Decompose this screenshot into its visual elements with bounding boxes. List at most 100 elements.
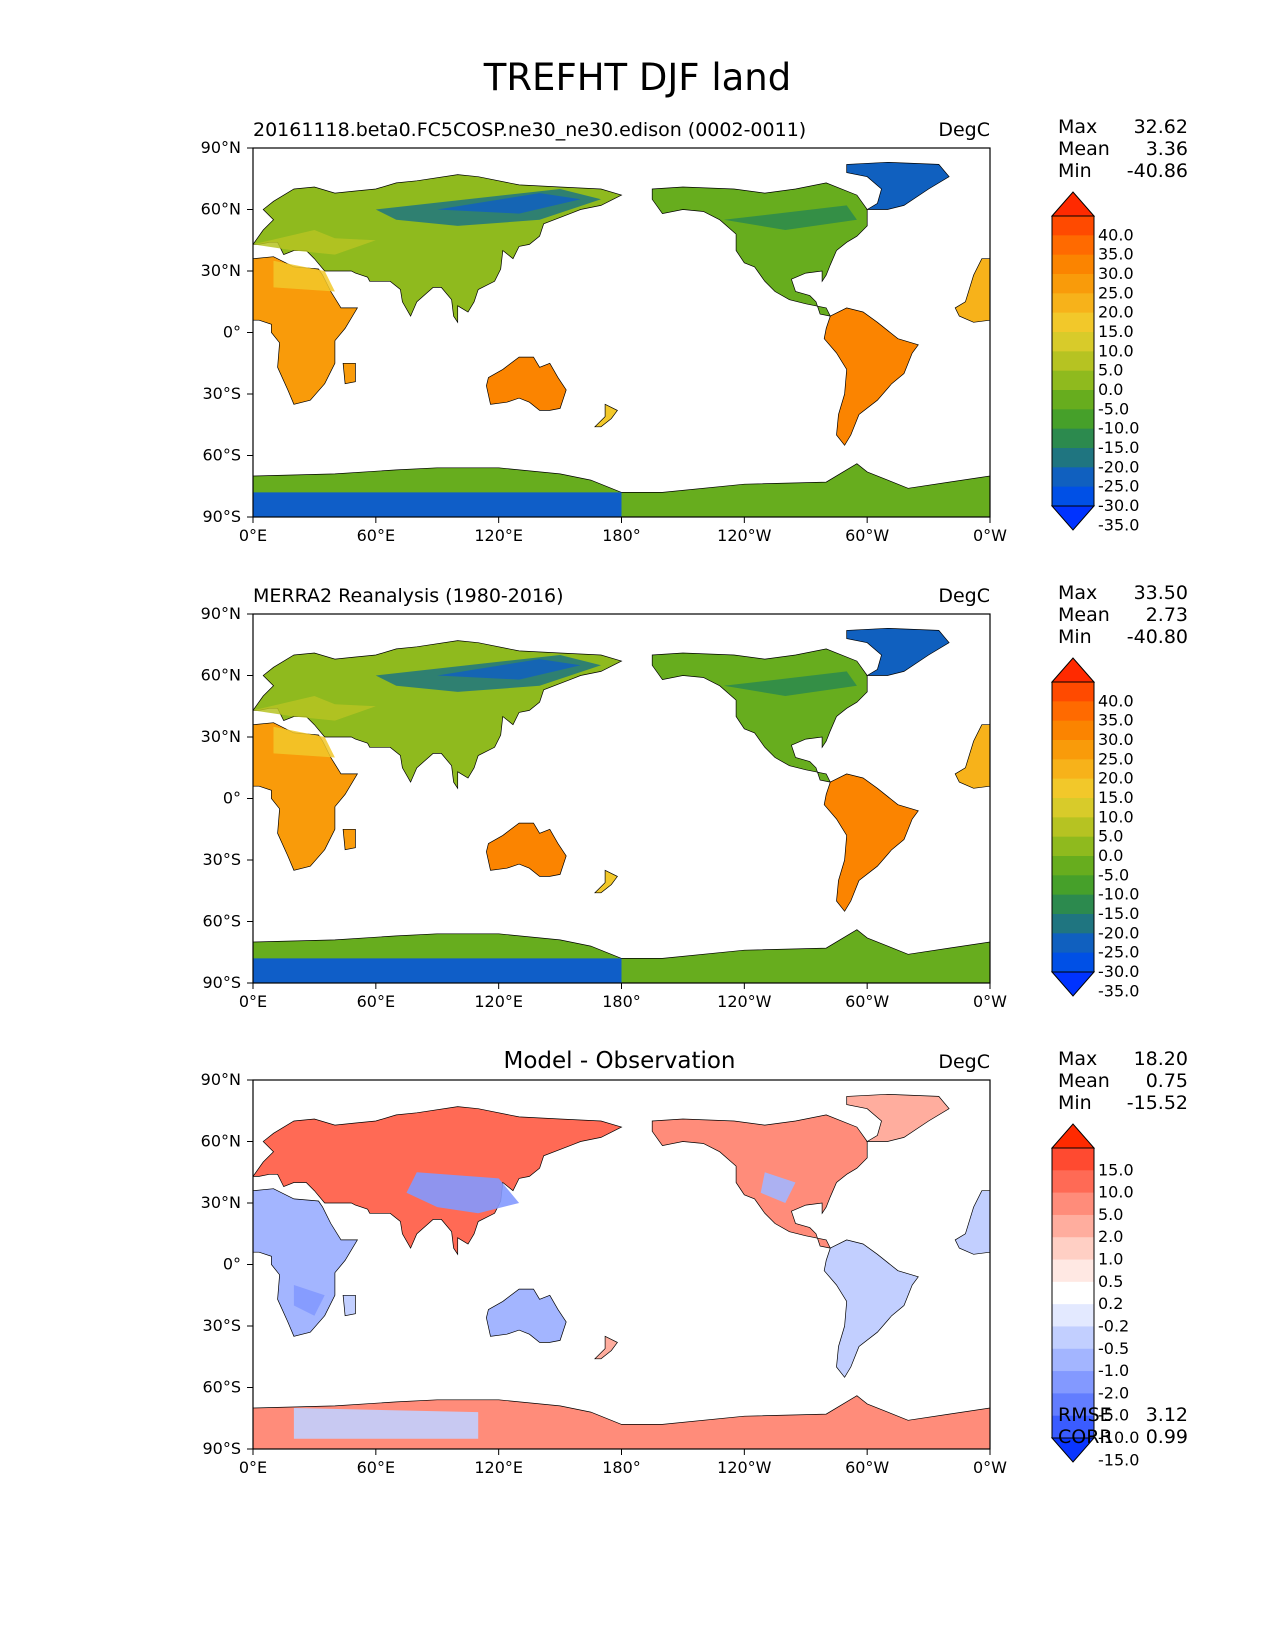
land-australia [486,1288,567,1343]
land-layer [253,161,990,517]
colorbar-segment [1052,428,1094,449]
colorbar: 15.0 10.0 5.0 2.0 1.0 0.5 0.2 -0.2 -0.5 -1.0 -2.0 -… [1050,1123,1139,1469]
x-tick-label: 60°E [357,1458,395,1477]
colorbar-segment [1052,856,1094,876]
colorbar-extend-bottom [1050,971,1096,997]
land-namerica [651,182,868,317]
colorbar-level-label: 5.0 [1098,827,1123,846]
colorbar-segment [1052,1348,1094,1372]
colorbar-level-label: -1.0 [1098,1361,1129,1380]
y-tick-label: 60°N [201,1132,241,1151]
x-tick-label: 60°E [357,992,395,1011]
colorbar-segment [1052,740,1094,760]
colorbar-level-label: 0.0 [1098,380,1123,399]
colorbar-level-label: -10.0 [1098,419,1139,438]
map-panel-3: 90°N 60°N 30°N 0° 30°S 60°S 90°S0°E 60°E 120°E 18… [201,1048,1140,1477]
colorbar-level-label: -15.0 [1098,904,1139,923]
stat-value: 32.62 [1133,116,1188,138]
shade-band [253,696,376,721]
x-tick-label: 0°W [973,992,1007,1011]
shade-band [723,205,857,230]
colorbar-segment [1052,1393,1094,1417]
colorbar-segment [1052,1281,1094,1305]
colorbar-segment [1052,1304,1094,1327]
y-tick-label: 30°S [202,850,241,869]
colorbar-segment [1052,952,1094,973]
colorbar-segment [1052,1415,1094,1439]
x-tick-label: 120°W [717,1458,772,1477]
land-greenland [846,161,950,210]
colorbar-level-label: -5.0 [1098,399,1129,418]
colorbar-level-label: -10.0 [1098,1428,1139,1447]
colorbar-level-label: 25.0 [1098,283,1134,302]
land-namerica [651,648,868,783]
figure-title: TREFHT DJF land [483,56,792,99]
y-tick-label: 60°N [201,200,241,219]
colorbar-segment [1052,409,1094,430]
y-tick-label: 30°S [202,1316,241,1335]
y-tick-label: 0° [223,1255,241,1274]
y-tick-label: 60°N [201,666,241,685]
colorbar-frame [1051,1147,1095,1439]
y-tick-label: 0° [223,789,241,808]
x-tick-label: 180° [602,1458,641,1477]
colorbar-segment [1052,1170,1094,1194]
land-africa_west [954,258,990,323]
colorbar-level-label: 35.0 [1098,245,1134,264]
stats-block: Max 18.20 Mean 0.75 Min -15.52 [1058,1048,1188,1114]
stat-label: Mean [1058,138,1110,160]
colorbar-frame [1051,681,1095,973]
stat-row-min: Min -40.86 [1058,160,1188,182]
stat-value: 18.20 [1133,1048,1188,1070]
colorbar-level-label: -20.0 [1098,923,1139,942]
land-madagascar [342,362,356,385]
colorbar-level-label: 35.0 [1098,711,1134,730]
panel-title: Model - Observation [503,1048,735,1074]
stat-label: Max [1058,1048,1098,1070]
panel-title: 20161118.beta0.FC5COSP.ne30_ne30.edison … [253,119,806,141]
land-africa [253,1188,359,1337]
colorbar-level-label: 0.5 [1098,1272,1123,1291]
colorbar-segment [1052,778,1094,799]
colorbar-segment [1052,254,1094,275]
stats-block: Max 33.50 Mean 2.73 Min -40.80 [1058,582,1188,648]
y-tick-label: 90°S [202,1439,241,1458]
stat-label: Max [1058,582,1098,604]
colorbar-segment [1052,875,1094,896]
colorbar-segment [1052,894,1094,915]
y-tick-label: 90°S [202,507,241,526]
stat-row-mean: Mean 3.36 [1058,138,1188,160]
x-tick-label: 120°E [474,992,523,1011]
x-tick-label: 60°W [845,992,889,1011]
land-australia [486,822,567,877]
shade-band [293,1408,479,1439]
x-tick-label: 180° [602,992,641,1011]
map-panel-1: 90°N 60°N 30°N 0° 30°S 60°S 90°S0°E 60°E 120°E 18… [201,119,1140,545]
y-tick-label: 30°N [201,727,241,746]
stat-label: Mean [1058,1070,1110,1092]
land-australia [486,356,567,411]
y-tick-label: 60°S [202,912,241,931]
y-tick-label: 60°S [202,1378,241,1397]
colorbar-level-label: -15.0 [1098,1450,1139,1469]
shade-band [273,260,335,292]
colorbar-segment [1052,370,1094,391]
x-tick-label: 60°E [357,526,395,545]
colorbar-level-label: -35.0 [1098,981,1139,1000]
x-tick-label: 0°E [239,526,267,545]
y-tick-label: 60°S [202,446,241,465]
metric-value: 0.99 [1145,1426,1188,1448]
stat-label: Min [1058,626,1092,648]
metric-value: 3.12 [1145,1404,1188,1426]
land-namerica [651,1114,868,1249]
stats-block: Max 32.62 Mean 3.36 Min -40.86 [1058,116,1188,182]
y-tick-label: 90°N [201,138,241,157]
shade-band [253,492,622,517]
colorbar-segment [1052,933,1094,954]
colorbar-level-label: 40.0 [1098,691,1134,710]
stat-value: 33.50 [1133,582,1188,604]
colorbar-level-label: -0.5 [1098,1339,1129,1358]
colorbar-segment [1052,332,1094,352]
x-tick-label: 120°W [717,992,772,1011]
metric-row-corr: CORR 0.99 [1058,1426,1188,1448]
